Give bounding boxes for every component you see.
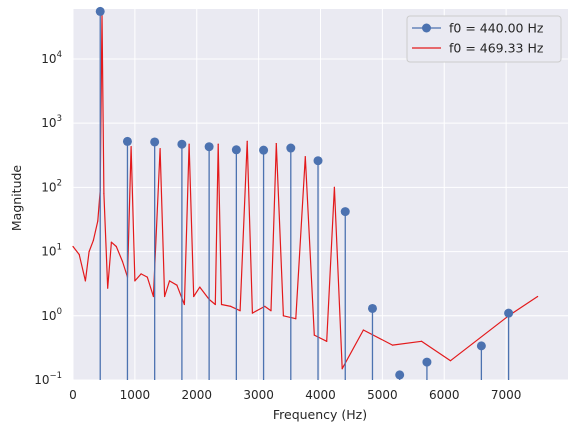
data-point-f0-469 [220,303,223,306]
legend-label-f0-440: f0 = 440.00 Hz [449,21,544,36]
stem-marker [504,308,514,318]
stem-marker [150,137,160,147]
data-point-f0-469 [88,250,90,253]
data-point-f0-469 [341,368,343,370]
data-point-f0-469 [193,295,195,298]
x-axis-ticks: 0 1000 2000 3000 4000 5000 6000 7000 [69,388,521,402]
data-point-f0-469 [121,260,124,263]
x-tick-label: 5000 [367,388,398,402]
data-point-f0-469 [391,344,394,346]
series-f0-440 [95,6,514,380]
y-tick-label: 103 [41,114,62,130]
y-tick-label: 10−1 [34,371,62,387]
stem-marker [395,370,405,380]
x-axis-label: Frequency (Hz) [273,407,367,422]
y-tick-label: 102 [41,178,62,194]
data-point-f0-469 [326,340,328,342]
data-point-f0-469 [146,276,148,278]
data-point-f0-469 [246,140,248,143]
data-point-f0-469 [251,312,254,314]
y-axis-label: Magnitude [9,165,24,232]
data-point-f0-469 [92,239,95,241]
stem-marker [122,136,132,146]
legend: f0 = 440.00 Hz f0 = 469.33 Hz [406,15,562,63]
data-point-f0-469 [282,315,284,317]
data-point-f0-469 [168,280,171,282]
stem-marker [340,207,350,217]
data-point-f0-469 [239,310,241,312]
stem-marker [204,142,214,152]
x-tick-label: 0 [69,388,77,402]
x-tick-label: 7000 [491,388,522,402]
data-point-f0-469 [115,245,117,248]
legend-box [406,15,562,63]
data-point-f0-469 [97,220,99,222]
stem-marker [177,139,187,149]
data-point-f0-469 [72,245,74,248]
data-point-f0-469 [537,295,539,298]
data-point-f0-469 [78,253,80,256]
data-point-f0-469 [270,310,272,312]
stem-marker [286,143,296,153]
y-axis-ticks: 10−1 100 101 102 103 104 [34,50,62,387]
grid-lines [72,9,568,381]
data-point-f0-469 [264,305,266,308]
data-point-f0-469 [159,148,161,150]
stem-marker [95,6,105,16]
data-point-f0-469 [420,340,423,342]
stem-marker [259,145,269,155]
data-point-f0-469 [295,318,297,320]
data-point-f0-469 [217,143,219,145]
y-tick-label: 101 [41,243,62,259]
data-point-f0-469 [199,286,201,288]
data-point-f0-469 [163,295,166,298]
data-point-f0-469 [313,334,315,336]
x-tick-label: 4000 [305,388,336,402]
stem-marker [422,357,432,367]
data-point-f0-469 [130,146,132,148]
data-point-f0-469 [110,241,112,243]
data-point-f0-469 [84,280,86,282]
series-f0-469 [72,13,539,370]
x-tick-label: 2000 [181,388,212,402]
x-tick-label: 3000 [243,388,274,402]
x-tick-label: 1000 [120,388,151,402]
data-point-f0-469 [188,143,190,145]
data-point-f0-469 [304,156,306,158]
legend-label-f0-469: f0 = 469.33 Hz [449,41,544,56]
stem-marker [313,156,323,166]
stem-marker [476,341,486,351]
y-tick-label: 104 [41,50,62,66]
stem-marker [367,303,377,313]
data-point-f0-469 [140,273,142,275]
stem-marker [231,145,241,155]
data-point-f0-469 [214,303,216,306]
data-point-f0-469 [230,305,232,308]
data-point-f0-469 [107,287,109,289]
x-tick-label: 6000 [429,388,460,402]
data-point-f0-469 [176,284,178,286]
legend-marker-f0-440-dot [422,23,431,33]
y-tick-label: 100 [41,307,62,323]
data-point-f0-469 [183,303,185,306]
data-point-f0-469 [103,193,105,195]
data-point-f0-469 [449,360,452,362]
data-point-f0-469 [362,329,364,331]
data-point-f0-469 [152,295,155,298]
data-point-f0-469 [134,280,136,282]
data-point-f0-469 [333,186,335,188]
data-point-f0-469 [275,143,277,145]
